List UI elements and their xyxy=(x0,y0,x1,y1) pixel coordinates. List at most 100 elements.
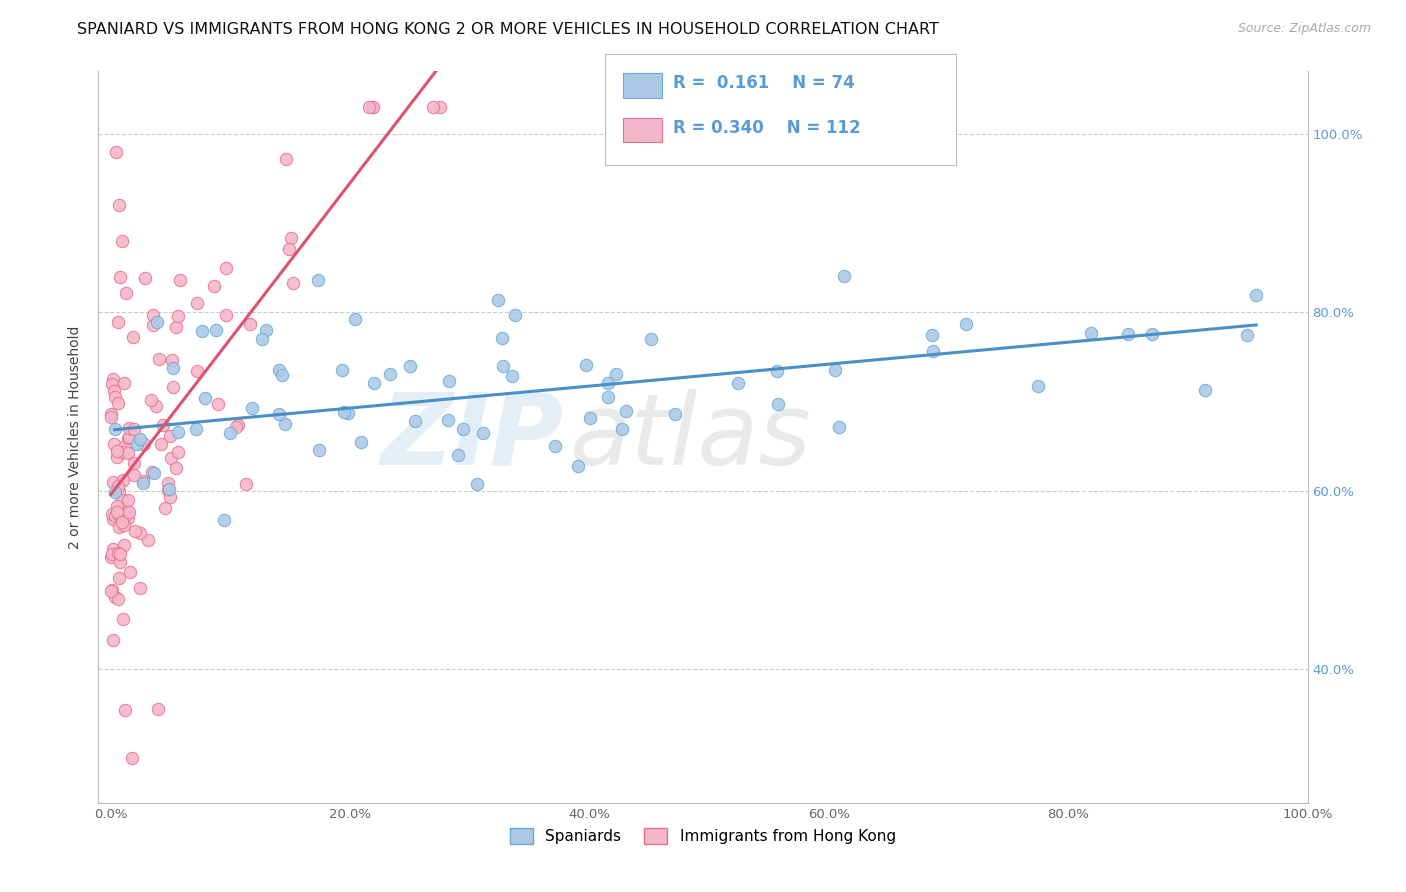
Point xyxy=(111,612,134,626)
Point xyxy=(269,407,291,421)
Point xyxy=(111,445,134,459)
Point xyxy=(104,591,127,605)
Point xyxy=(239,317,262,331)
Point xyxy=(101,508,124,522)
Point xyxy=(129,581,152,595)
Text: Source: ZipAtlas.com: Source: ZipAtlas.com xyxy=(1237,22,1371,36)
Point xyxy=(100,584,122,599)
Point xyxy=(166,309,188,323)
Point xyxy=(104,484,127,499)
Point xyxy=(103,384,125,398)
Point xyxy=(111,493,134,508)
Point xyxy=(269,363,291,377)
Point xyxy=(101,376,124,391)
Point xyxy=(103,372,125,386)
Point xyxy=(921,327,943,342)
Point xyxy=(101,548,124,562)
Point xyxy=(112,538,135,552)
Point xyxy=(114,439,136,453)
Point xyxy=(138,533,160,548)
Point xyxy=(429,100,451,114)
Point xyxy=(486,293,509,307)
Point xyxy=(1194,383,1216,397)
Point xyxy=(107,479,129,493)
Point xyxy=(333,405,356,419)
Point xyxy=(202,279,225,293)
Point xyxy=(132,474,155,488)
Point xyxy=(955,318,977,332)
Point xyxy=(578,411,600,425)
Point xyxy=(167,425,190,439)
Point xyxy=(921,343,943,358)
Point xyxy=(598,390,620,404)
Point xyxy=(330,363,353,377)
Point xyxy=(129,432,152,446)
Point xyxy=(165,461,187,475)
Point xyxy=(544,439,567,453)
Point xyxy=(118,565,141,579)
Point xyxy=(100,550,122,565)
Point xyxy=(162,360,184,375)
Point xyxy=(142,318,165,332)
Point xyxy=(108,548,131,562)
Point xyxy=(422,880,444,892)
Point xyxy=(122,467,145,482)
Point xyxy=(1244,288,1267,302)
Point xyxy=(117,431,139,445)
Point xyxy=(1116,327,1139,342)
Point xyxy=(605,368,627,382)
Point xyxy=(307,272,329,286)
Point xyxy=(142,466,165,480)
Point xyxy=(105,450,128,465)
Point xyxy=(214,512,236,526)
Point xyxy=(107,591,129,606)
Point xyxy=(336,406,359,420)
Point xyxy=(398,359,420,373)
Point xyxy=(101,512,124,526)
Point xyxy=(117,511,139,525)
Point xyxy=(575,359,598,373)
Point xyxy=(107,508,129,522)
Point xyxy=(124,524,146,538)
Point xyxy=(108,501,131,516)
Point xyxy=(104,422,127,436)
Point xyxy=(100,409,122,424)
Point xyxy=(422,100,444,114)
Point xyxy=(567,458,589,473)
Point xyxy=(101,475,124,489)
Point xyxy=(640,332,662,346)
Point xyxy=(215,261,238,276)
Point xyxy=(280,231,302,245)
Point xyxy=(114,703,136,717)
Text: SPANIARD VS IMMIGRANTS FROM HONG KONG 2 OR MORE VEHICLES IN HOUSEHOLD CORRELATIO: SPANIARD VS IMMIGRANTS FROM HONG KONG 2 … xyxy=(77,22,939,37)
Point xyxy=(598,376,620,390)
Point xyxy=(226,418,249,433)
Point xyxy=(105,505,128,519)
Point xyxy=(824,363,846,377)
Point xyxy=(205,323,228,337)
Point xyxy=(270,368,292,382)
Point xyxy=(107,315,129,329)
Point xyxy=(107,395,129,409)
Point xyxy=(501,368,523,383)
Point xyxy=(165,319,187,334)
Point xyxy=(191,324,214,338)
Point xyxy=(149,437,172,451)
Point xyxy=(111,516,134,530)
Point xyxy=(146,702,169,716)
Text: atlas: atlas xyxy=(569,389,811,485)
Point xyxy=(186,296,208,310)
Point xyxy=(437,374,460,388)
Point xyxy=(186,364,208,378)
Point xyxy=(471,426,494,441)
Point xyxy=(105,444,128,458)
Point xyxy=(363,376,385,390)
Point xyxy=(118,505,141,519)
Point xyxy=(107,484,129,499)
Point xyxy=(277,242,299,256)
Legend: Spaniards, Immigrants from Hong Kong: Spaniards, Immigrants from Hong Kong xyxy=(505,822,901,850)
Point xyxy=(184,422,207,436)
Point xyxy=(465,477,488,491)
Point xyxy=(828,419,851,434)
Point xyxy=(108,571,131,585)
